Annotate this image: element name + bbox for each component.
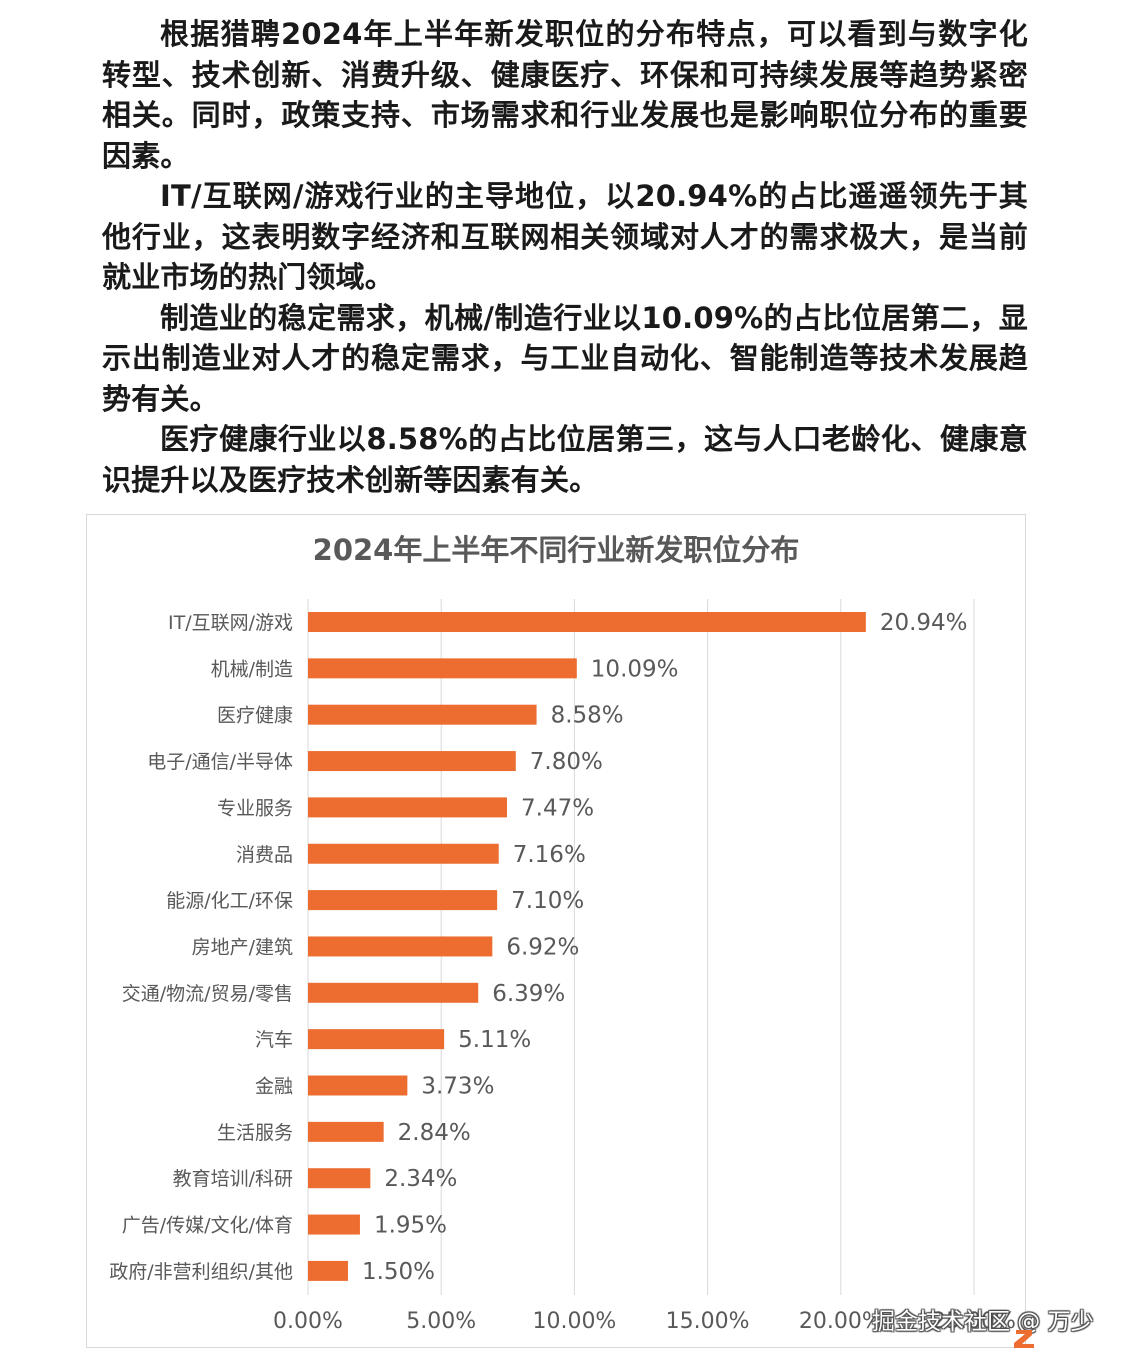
category-labels: IT/互联网/游戏机械/制造医疗健康电子/通信/半导体专业服务消费品能源/化工/… xyxy=(109,612,293,1283)
category-label: 专业服务 xyxy=(217,797,293,819)
data-label: 3.73% xyxy=(421,1074,494,1100)
bars xyxy=(308,612,866,1281)
x-tick-label: 0.00% xyxy=(273,1309,343,1334)
data-label: 7.16% xyxy=(513,842,586,868)
category-label: 交通/物流/贸易/零售 xyxy=(122,983,293,1005)
bar xyxy=(308,612,866,632)
bar xyxy=(308,843,499,864)
bar-chart: 2024年上半年不同行业新发职位分布 IT/互联网/游戏机械/制造医疗健康电子/… xyxy=(109,533,1016,1334)
category-label: 教育培训/科研 xyxy=(173,1168,293,1190)
data-label: 10.09% xyxy=(591,656,679,682)
watermark: 掘金技术社区 @ 万少 xyxy=(872,1309,1094,1335)
category-label: 医疗健康 xyxy=(217,705,293,727)
bar xyxy=(308,751,516,772)
category-label: 机械/制造 xyxy=(211,658,293,680)
bar xyxy=(308,1168,371,1189)
category-label: 能源/化工/环保 xyxy=(166,890,293,912)
category-label: 消费品 xyxy=(236,844,293,866)
bar xyxy=(308,1214,360,1235)
x-tick-label: 5.00% xyxy=(406,1309,476,1334)
paragraph-manufacturing: 制造业的稳定需求，机械/制造行业以10.09%的占比位居第二，显示出制造业对人才… xyxy=(102,300,1028,416)
category-label: 广告/传媒/文化/体育 xyxy=(122,1215,293,1237)
chart-title: 2024年上半年不同行业新发职位分布 xyxy=(313,533,800,567)
data-labels: 20.94% 10.09% 8.58% 7.80% 7.47% 7.16% 7.10% 6.9… xyxy=(362,610,968,1285)
category-label: 政府/非营利组织/其他 xyxy=(109,1261,293,1283)
data-label: 5.11% xyxy=(458,1027,531,1053)
data-label: 2.34% xyxy=(384,1166,457,1192)
bar xyxy=(308,658,577,679)
corner-mark-icon xyxy=(1014,1330,1034,1348)
bar xyxy=(308,982,479,1003)
category-label: 金融 xyxy=(255,1076,293,1098)
bar xyxy=(308,936,493,957)
bar xyxy=(308,797,508,818)
data-label: 20.94% xyxy=(880,610,968,636)
category-label: 汽车 xyxy=(255,1029,293,1051)
bar xyxy=(308,1075,408,1096)
category-label: 房地产/建筑 xyxy=(192,936,293,958)
bar xyxy=(308,1260,348,1281)
category-label: IT/互联网/游戏 xyxy=(168,612,293,634)
paragraph-intro: 根据猎聘2024年上半年新发职位的分布特点，可以看到与数字化转型、技术创新、消费… xyxy=(102,17,1028,173)
bar xyxy=(308,890,498,911)
data-label: 6.92% xyxy=(506,934,579,960)
x-tick-label: 10.00% xyxy=(532,1309,616,1334)
x-tick-label: 25.00% xyxy=(932,1309,1016,1334)
bar xyxy=(308,1121,384,1142)
paragraph-healthcare: 医疗健康行业以8.58%的占比位居第三，这与人口老龄化、健康意识提升以及医疗技术… xyxy=(102,422,1028,497)
article: 根据猎聘2024年上半年新发职位的分布特点，可以看到与数字化转型、技术创新、消费… xyxy=(102,14,1028,500)
x-tick-label: 20.00% xyxy=(799,1309,883,1334)
data-label: 1.95% xyxy=(374,1213,447,1239)
category-label: 电子/通信/半导体 xyxy=(147,751,293,773)
paragraph-it-industry: IT/互联网/游戏行业的主导地位，以20.94%的占比遥遥领先于其他行业，这表明… xyxy=(102,179,1028,294)
data-label: 7.10% xyxy=(511,888,584,914)
data-label: 2.84% xyxy=(398,1120,471,1146)
x-tick-label: 15.00% xyxy=(666,1309,750,1334)
x-axis-ticks: 0.00% 5.00% 10.00% 15.00% 20.00% 25.00% xyxy=(273,1309,1016,1334)
bar xyxy=(308,1029,445,1050)
data-label: 7.47% xyxy=(521,795,594,821)
data-label: 1.50% xyxy=(362,1259,435,1285)
data-label: 6.39% xyxy=(492,981,565,1007)
chart-container: 2024年上半年不同行业新发职位分布 IT/互联网/游戏机械/制造医疗健康电子/… xyxy=(86,514,1026,1348)
data-label: 7.80% xyxy=(530,749,603,775)
category-label: 生活服务 xyxy=(217,1122,293,1144)
data-label: 8.58% xyxy=(551,703,624,729)
bar xyxy=(308,704,537,725)
